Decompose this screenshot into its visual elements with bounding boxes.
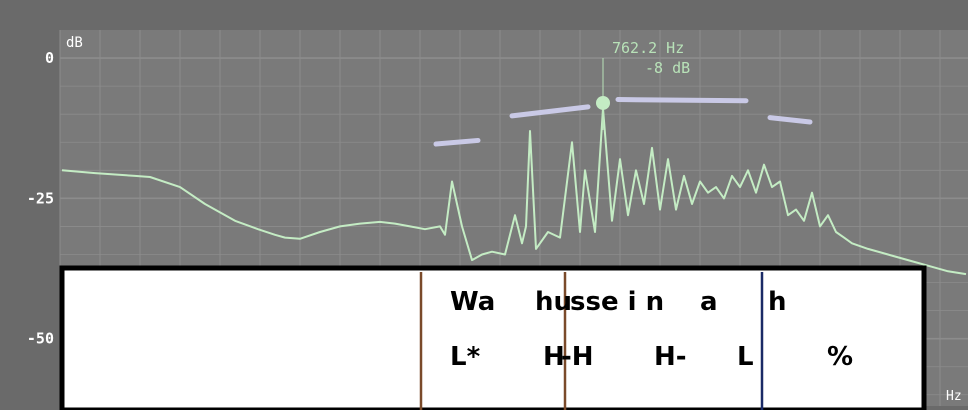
- x-axis-unit: Hz: [946, 389, 962, 404]
- cursor-frequency: 762.2 Hz: [612, 39, 684, 57]
- pitch-mark: [615, 97, 749, 104]
- pitch-mark: [433, 137, 481, 147]
- word-label: h: [768, 287, 787, 317]
- tone-label: L: [737, 342, 754, 372]
- cursor-point[interactable]: [596, 95, 610, 110]
- pitch-mark: [767, 115, 813, 125]
- pitch-marks: [433, 97, 813, 147]
- word-label: hu: [535, 287, 572, 317]
- y-tick-label: -25: [27, 189, 54, 207]
- pitch-mark: [509, 104, 591, 119]
- tone-label: H-: [654, 342, 687, 372]
- cursor-level: -8 dB: [645, 59, 690, 77]
- tone-label: H: [543, 342, 565, 372]
- tone-label: -H: [561, 342, 594, 372]
- word-label: sse i n: [570, 287, 664, 317]
- y-axis-ticks: 0 -25 -50: [27, 49, 54, 348]
- y-tick-label: -50: [27, 330, 54, 348]
- word-label: Wa: [450, 287, 495, 317]
- y-tick-label: 0: [45, 49, 54, 67]
- tone-label: %: [827, 342, 853, 372]
- tone-label: L*: [450, 342, 481, 372]
- annotation-panel: Wa hu sse i n a h L* H -H H- L %: [59, 265, 927, 413]
- word-label: a: [700, 287, 718, 317]
- y-axis-label: dB: [66, 35, 83, 51]
- annotation-box: [59, 265, 927, 413]
- cursor-readout[interactable]: 762.2 Hz -8 dB: [596, 39, 690, 130]
